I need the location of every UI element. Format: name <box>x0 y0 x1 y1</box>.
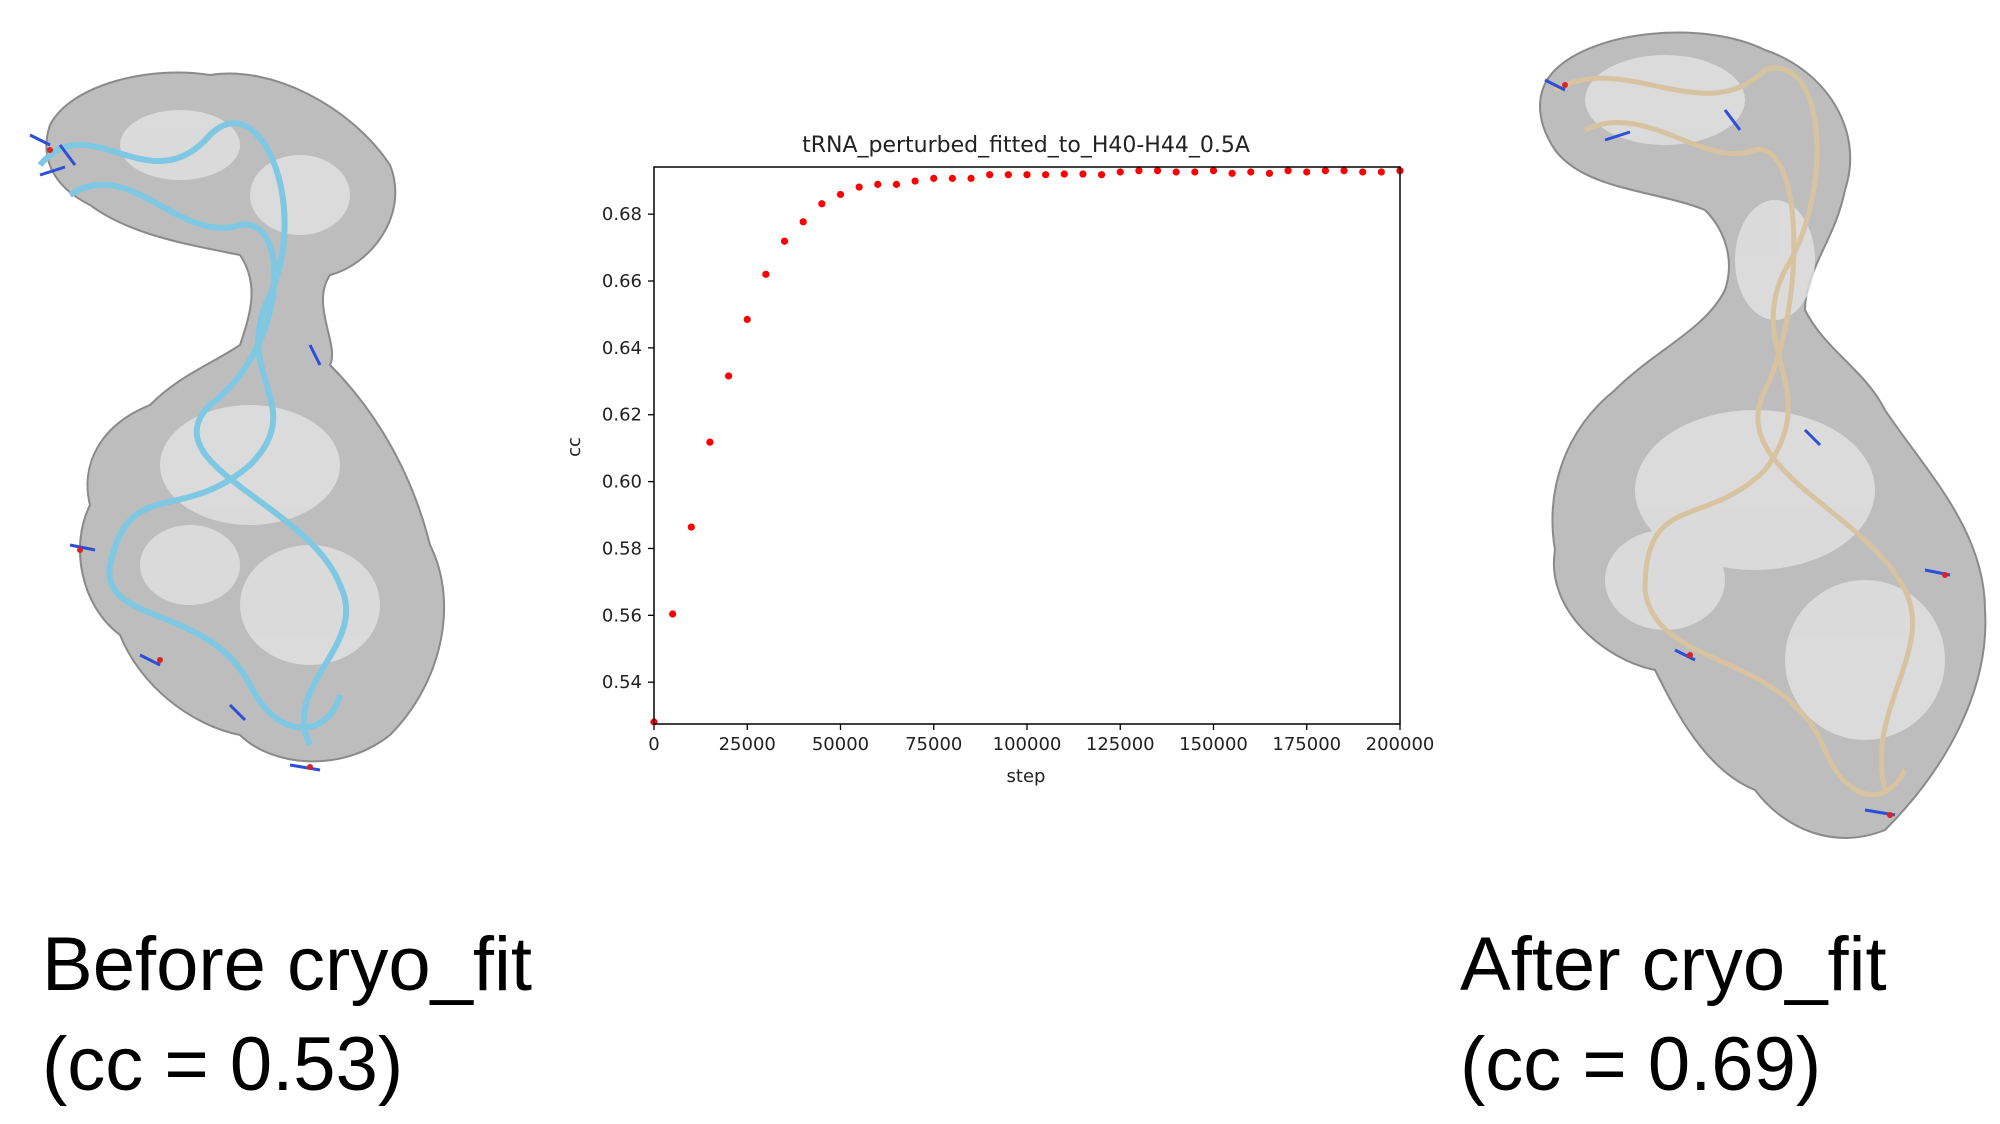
before-caption-cc: (cc = 0.53) <box>42 1022 404 1107</box>
data-point <box>1042 171 1050 179</box>
y-axis-label: cc <box>564 437 585 457</box>
data-point <box>1265 169 1274 177</box>
x-tick-label: 100000 <box>993 734 1062 755</box>
data-point <box>1191 168 1199 176</box>
y-tick-label: 0.58 <box>602 538 642 559</box>
x-tick-label: 0 <box>648 734 659 755</box>
y-tick-label: 0.60 <box>602 472 642 493</box>
data-point <box>1023 171 1031 179</box>
data-point <box>855 183 863 191</box>
data-point <box>836 190 845 199</box>
data-point <box>1116 168 1124 176</box>
before-caption: Before cryo_fit (cc = 0.53) <box>42 915 532 1115</box>
cc-vs-step-chart: tRNA_perturbed_fitted_to_H40-H44_0.5A st… <box>564 133 1435 787</box>
after-caption: After cryo_fit (cc = 0.69) <box>1460 915 1887 1115</box>
data-point <box>1359 168 1367 176</box>
x-tick-label: 150000 <box>1179 734 1248 755</box>
data-point <box>799 218 807 226</box>
data-point <box>948 174 956 182</box>
data-point <box>1303 168 1311 176</box>
data-point <box>967 174 975 182</box>
data-point <box>1321 167 1329 175</box>
data-point <box>743 315 751 324</box>
data-point <box>1340 167 1348 175</box>
y-tick-label: 0.56 <box>602 605 642 626</box>
chart-title: tRNA_perturbed_fitted_to_H40-H44_0.5A <box>802 133 1250 158</box>
after-caption-title: After cryo_fit <box>1460 922 1887 1007</box>
data-point <box>1079 170 1087 178</box>
data-point <box>1209 167 1218 175</box>
data-point <box>1060 170 1068 178</box>
molecule-before-image <box>29 71 446 772</box>
data-point <box>780 237 789 245</box>
before-caption-title: Before cryo_fit <box>42 922 532 1007</box>
data-point <box>762 270 770 278</box>
y-tick-label: 0.62 <box>602 405 642 426</box>
after-caption-cc: (cc = 0.69) <box>1460 1022 1822 1107</box>
data-point <box>1172 168 1180 176</box>
data-point <box>1284 167 1292 175</box>
data-point <box>1377 168 1385 176</box>
x-tick-label: 175000 <box>1272 734 1341 755</box>
x-tick-label: 125000 <box>1086 734 1155 755</box>
y-tick-label: 0.68 <box>602 204 642 225</box>
x-tick-label: 200000 <box>1366 734 1435 755</box>
data-point <box>725 372 733 380</box>
x-axis-label: step <box>1007 766 1046 787</box>
x-tick-label: 25000 <box>719 734 776 755</box>
y-tick-label: 0.54 <box>602 672 642 693</box>
data-point <box>892 180 901 188</box>
data-point <box>687 523 695 531</box>
x-tick-label: 75000 <box>905 734 962 755</box>
data-point <box>1247 168 1255 176</box>
data-point <box>1135 167 1143 175</box>
y-tick-label: 0.66 <box>602 271 642 292</box>
data-point <box>1153 167 1162 175</box>
data-point <box>1004 171 1012 179</box>
plot-frame <box>653 166 1401 725</box>
data-point <box>1228 169 1236 177</box>
data-point <box>930 174 938 182</box>
data-point <box>669 610 677 618</box>
y-tick-label: 0.64 <box>602 338 642 359</box>
data-point <box>1098 171 1106 179</box>
data-point <box>986 171 994 179</box>
data-point <box>706 438 714 446</box>
x-tick-label: 50000 <box>812 734 869 755</box>
data-point <box>818 200 826 208</box>
data-point <box>874 180 882 188</box>
data-point <box>911 177 919 185</box>
molecule-after-image <box>1539 31 1987 839</box>
